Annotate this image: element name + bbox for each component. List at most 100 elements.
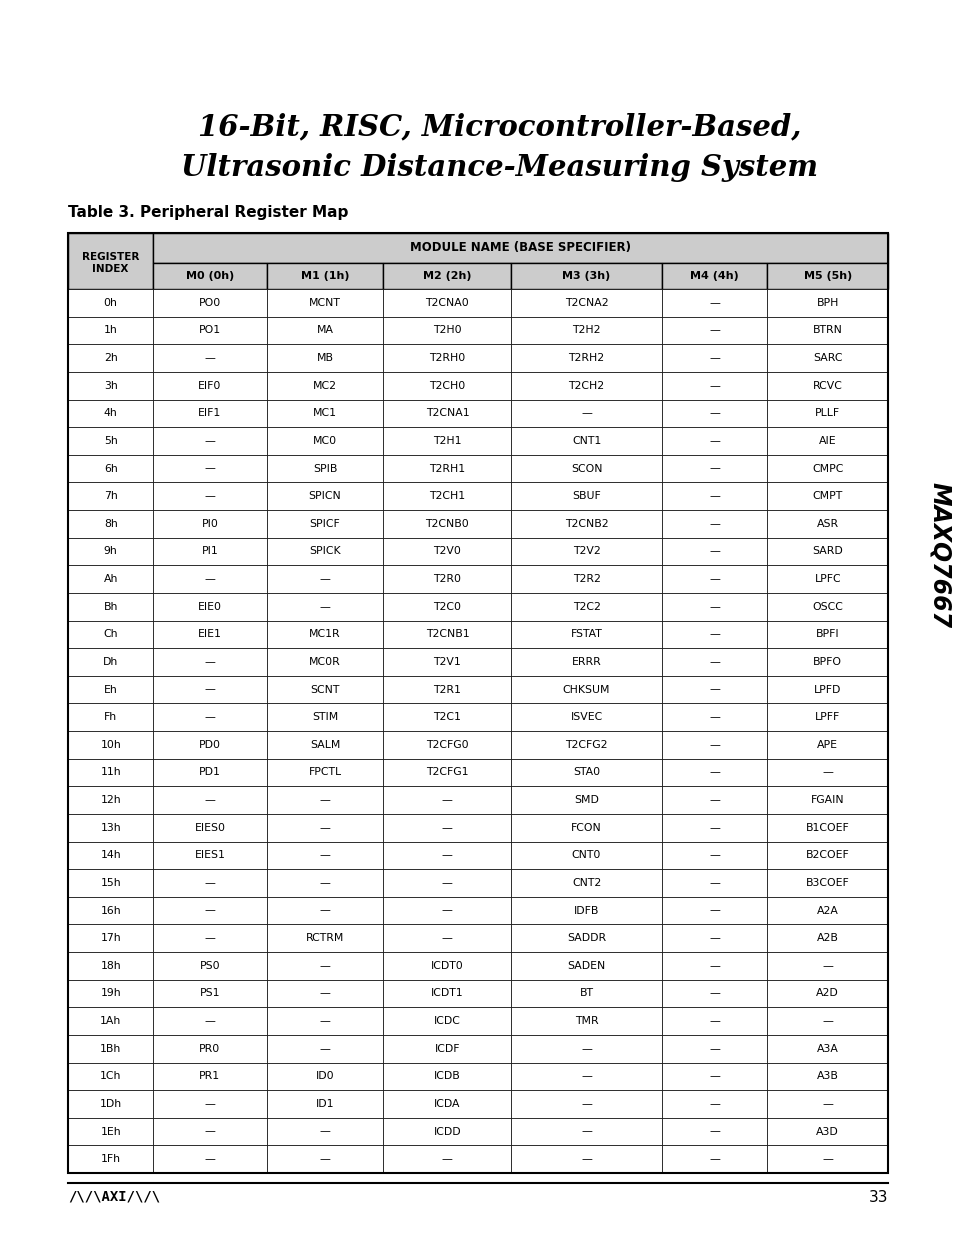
Text: PI1: PI1 [201,546,218,557]
Bar [511,316,661,345]
Bar [153,345,266,372]
Text: T2V2: T2V2 [572,546,599,557]
Bar [383,787,511,814]
Bar [511,483,661,510]
Bar [766,1091,887,1118]
Text: —: — [204,1016,215,1026]
Text: —: — [580,1071,592,1082]
Text: Eh: Eh [104,684,117,694]
Bar [383,869,511,897]
Text: EIE1: EIE1 [198,630,222,640]
Bar [511,1118,661,1145]
Text: SALM: SALM [310,740,340,750]
Text: M3 (3h): M3 (3h) [562,270,610,282]
Bar [766,345,887,372]
Text: T2CFG0: T2CFG0 [426,740,468,750]
Bar [68,593,153,620]
Bar [766,1062,887,1091]
Bar [153,787,266,814]
Text: APE: APE [817,740,838,750]
Text: ICDA: ICDA [434,1099,460,1109]
Bar [266,483,383,510]
Text: 13h: 13h [100,823,121,832]
Bar [661,952,766,979]
Text: EIF1: EIF1 [198,409,221,419]
Bar [153,1118,266,1145]
Text: 2h: 2h [104,353,117,363]
Text: Dh: Dh [103,657,118,667]
Text: LPFD: LPFD [813,684,841,694]
Text: —: — [441,851,453,861]
Bar [153,427,266,454]
Text: A3B: A3B [816,1071,838,1082]
Bar [661,427,766,454]
Bar [266,454,383,483]
Bar [766,648,887,676]
Bar [511,979,661,1008]
Text: /\/\AXI/\/\: /\/\AXI/\/\ [68,1191,160,1204]
Text: A2A: A2A [816,905,838,915]
Text: T2CNA2: T2CNA2 [564,298,608,308]
Bar [511,731,661,758]
Bar [266,316,383,345]
Bar [153,399,266,427]
Bar [511,952,661,979]
Bar [266,345,383,372]
Text: A2B: A2B [816,934,838,944]
Bar [511,510,661,537]
Text: —: — [708,795,720,805]
Text: —: — [708,1044,720,1053]
Bar [661,620,766,648]
Bar [511,593,661,620]
Bar [511,704,661,731]
Text: —: — [580,1155,592,1165]
Text: —: — [204,795,215,805]
Bar [266,1008,383,1035]
Bar [511,1091,661,1118]
Bar [661,841,766,869]
Text: —: — [204,684,215,694]
Text: —: — [708,409,720,419]
Bar [661,758,766,787]
Bar [68,566,153,593]
Text: A3D: A3D [816,1126,839,1136]
Bar [68,814,153,841]
Text: —: — [821,1016,832,1026]
Bar [153,897,266,924]
Text: —: — [708,298,720,308]
Bar [266,566,383,593]
Bar [766,399,887,427]
Bar [153,814,266,841]
Bar [661,704,766,731]
Text: BTRN: BTRN [812,326,841,336]
Text: TMR: TMR [574,1016,598,1026]
Text: —: — [204,934,215,944]
Text: MCNT: MCNT [309,298,340,308]
Text: 12h: 12h [100,795,121,805]
Text: —: — [708,1016,720,1026]
Text: EIES1: EIES1 [194,851,225,861]
Text: T2H1: T2H1 [433,436,461,446]
Text: Ultrasonic Distance-Measuring System: Ultrasonic Distance-Measuring System [181,152,818,182]
Bar [383,814,511,841]
Text: —: — [708,767,720,778]
Bar [661,648,766,676]
Bar [511,289,661,316]
Bar [68,952,153,979]
Bar [766,731,887,758]
Text: SPICK: SPICK [309,546,340,557]
Bar [766,372,887,399]
Bar [766,510,887,537]
Bar [511,787,661,814]
Text: —: — [319,988,330,998]
Text: ICDT1: ICDT1 [431,988,463,998]
Text: T2RH1: T2RH1 [429,463,465,473]
Bar [266,704,383,731]
Bar [153,1035,266,1062]
Text: CNT2: CNT2 [571,878,600,888]
Bar [68,758,153,787]
Bar [68,869,153,897]
Bar [68,979,153,1008]
Text: —: — [319,1126,330,1136]
Bar [266,648,383,676]
